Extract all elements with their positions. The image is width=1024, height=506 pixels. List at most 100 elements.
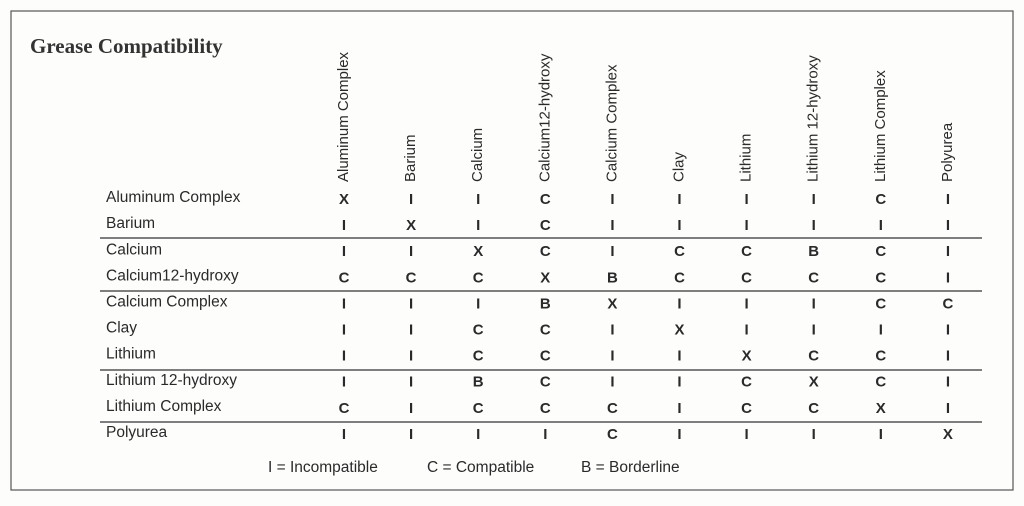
cell: C bbox=[674, 243, 685, 260]
cell: I bbox=[745, 217, 749, 234]
cell: I bbox=[610, 321, 614, 338]
column-header: Clay bbox=[670, 151, 687, 182]
cell: I bbox=[812, 217, 816, 234]
cell: I bbox=[409, 400, 413, 417]
cell: I bbox=[342, 295, 346, 312]
cell: I bbox=[409, 191, 413, 208]
cell: I bbox=[409, 374, 413, 391]
cell: I bbox=[342, 348, 346, 365]
cell: I bbox=[745, 191, 749, 208]
cell: X bbox=[540, 269, 550, 286]
cell: C bbox=[473, 348, 484, 365]
cell: I bbox=[946, 348, 950, 365]
cell: I bbox=[946, 191, 950, 208]
column-header: Polyurea bbox=[939, 122, 956, 182]
cell: I bbox=[812, 321, 816, 338]
row-label: Aluminum Complex bbox=[106, 189, 241, 206]
cell: I bbox=[476, 426, 480, 443]
cell: B bbox=[607, 269, 618, 286]
cell: C bbox=[875, 348, 886, 365]
cell: X bbox=[809, 374, 819, 391]
cell: I bbox=[409, 426, 413, 443]
cell: I bbox=[946, 269, 950, 286]
cell: C bbox=[540, 321, 551, 338]
legend-item: B = Borderline bbox=[581, 459, 680, 476]
cell: X bbox=[473, 243, 483, 260]
cell: I bbox=[946, 374, 950, 391]
cell: C bbox=[741, 269, 752, 286]
legend-item: C = Compatible bbox=[427, 459, 534, 476]
column-header: Lithium Complex bbox=[872, 70, 889, 182]
cell: C bbox=[473, 269, 484, 286]
cell: X bbox=[674, 321, 684, 338]
row-label: Barium bbox=[106, 215, 155, 232]
column-header: Aluminum Complex bbox=[335, 51, 352, 182]
cell: X bbox=[876, 400, 886, 417]
cell: I bbox=[342, 217, 346, 234]
cell: I bbox=[610, 374, 614, 391]
cell: B bbox=[808, 243, 819, 260]
legend-item: I = Incompatible bbox=[268, 459, 378, 476]
row-label: Lithium Complex bbox=[106, 398, 222, 415]
cell: I bbox=[677, 426, 681, 443]
row-label: Clay bbox=[106, 320, 137, 337]
column-header: Calcium bbox=[469, 128, 486, 182]
cell: C bbox=[607, 400, 618, 417]
cell: B bbox=[473, 374, 484, 391]
cell: I bbox=[812, 295, 816, 312]
cell: C bbox=[540, 348, 551, 365]
row-label: Polyurea bbox=[106, 424, 168, 441]
cell: I bbox=[745, 426, 749, 443]
cell: I bbox=[409, 243, 413, 260]
cell: X bbox=[742, 348, 752, 365]
cell: C bbox=[607, 426, 618, 443]
column-header: Calcium12-hydroxy bbox=[536, 53, 553, 182]
frame bbox=[10, 10, 1014, 491]
cell: I bbox=[610, 243, 614, 260]
cell: I bbox=[812, 191, 816, 208]
cell: I bbox=[879, 321, 883, 338]
cell: C bbox=[875, 191, 886, 208]
cell: I bbox=[610, 191, 614, 208]
cell: I bbox=[879, 217, 883, 234]
cell: X bbox=[607, 295, 617, 312]
cell: B bbox=[540, 295, 551, 312]
cell: C bbox=[540, 374, 551, 391]
cell: I bbox=[342, 321, 346, 338]
cell: I bbox=[476, 217, 480, 234]
column-header: Barium bbox=[402, 134, 419, 182]
cell: I bbox=[677, 191, 681, 208]
cell: I bbox=[946, 243, 950, 260]
cell: I bbox=[342, 426, 346, 443]
cell: C bbox=[741, 243, 752, 260]
cell: X bbox=[943, 426, 953, 443]
cell: I bbox=[610, 348, 614, 365]
cell: I bbox=[677, 217, 681, 234]
cell: I bbox=[409, 348, 413, 365]
cell: I bbox=[812, 426, 816, 443]
cell: C bbox=[339, 400, 350, 417]
cell: C bbox=[339, 269, 350, 286]
cell: C bbox=[674, 269, 685, 286]
cell: X bbox=[339, 191, 349, 208]
cell: C bbox=[540, 400, 551, 417]
cell: C bbox=[808, 348, 819, 365]
cell: C bbox=[473, 321, 484, 338]
cell: I bbox=[610, 217, 614, 234]
row-label: Calcium Complex bbox=[106, 293, 228, 310]
row-label: Lithium 12-hydroxy bbox=[106, 372, 237, 389]
cell: X bbox=[406, 217, 416, 234]
cell: C bbox=[406, 269, 417, 286]
cell: C bbox=[942, 295, 953, 312]
cell: I bbox=[409, 295, 413, 312]
cell: I bbox=[543, 426, 547, 443]
cell: I bbox=[946, 400, 950, 417]
row-label: Calcium12-hydroxy bbox=[106, 267, 239, 284]
cell: I bbox=[342, 243, 346, 260]
row-label: Calcium bbox=[106, 241, 162, 258]
cell: I bbox=[745, 295, 749, 312]
row-label: Lithium bbox=[106, 346, 156, 363]
cell: I bbox=[409, 321, 413, 338]
cell: I bbox=[745, 321, 749, 338]
cell: C bbox=[741, 374, 752, 391]
